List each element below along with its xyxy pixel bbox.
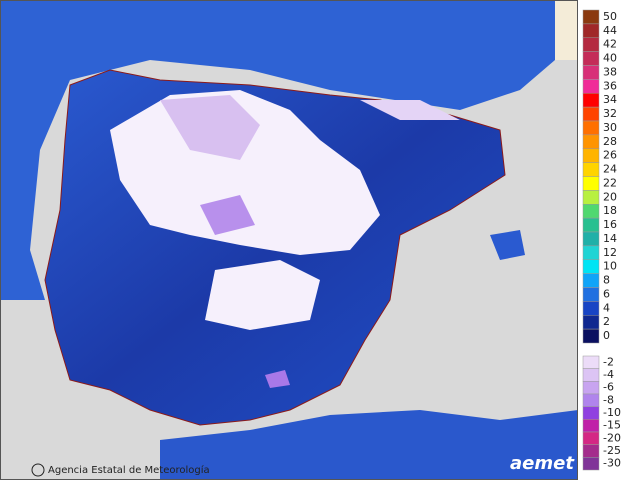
legend-label: 44 [603,24,617,37]
credit-icon [31,463,45,477]
legend-swatch [582,259,600,274]
land-outside [555,0,578,60]
legend-swatch [582,328,600,344]
legend-swatch [582,204,600,219]
legend-label: -10 [603,406,621,419]
legend-label: 8 [603,274,610,287]
legend-swatch [582,79,600,94]
legend-label: 20 [603,190,617,203]
legend-label: 32 [603,107,617,120]
legend-swatch [582,419,600,433]
legend-swatch [582,457,600,471]
legend-label: -2 [603,355,614,368]
legend-label: 38 [603,65,617,78]
legend-swatch [582,120,600,136]
cold-area [200,195,255,235]
legend-swatch [582,431,600,445]
legend-swatch [582,273,600,288]
legend-swatch [582,355,600,369]
legend-label: 16 [603,218,617,231]
legend-label: 34 [603,93,617,106]
legend-swatch [582,245,600,260]
legend-label: 12 [603,246,617,259]
legend-swatch [582,444,600,458]
cold-area [160,95,260,160]
credit: Agencia Estatal de Meteorología [48,464,210,476]
legend-label: 24 [603,163,617,176]
legend-label: 14 [603,232,617,245]
legend-swatch [582,315,600,330]
legend-label: 26 [603,149,617,162]
legend-label: 50 [603,10,617,23]
legend-swatch [582,406,600,420]
logo: aemet [510,453,575,474]
legend-label: -25 [603,444,621,457]
legend-label: 28 [603,135,617,148]
legend-swatch [582,93,600,108]
legend-label: -15 [603,419,621,432]
legend-swatch [582,65,600,80]
legend-label: -20 [603,431,621,444]
legend-label: -8 [603,393,614,406]
legend-label: -6 [603,381,614,394]
legend-swatch [582,134,600,149]
map-frame [0,0,578,480]
legend-label: 22 [603,176,617,189]
legend-swatch [582,9,600,25]
atlantic-sea [0,0,555,300]
legend-swatch [582,287,600,302]
legend-label: 2 [603,315,610,328]
legend-label: 18 [603,204,617,217]
legend-label: 40 [603,52,617,65]
legend-label: 6 [603,287,610,300]
legend-swatch [582,381,600,395]
legend-swatch [582,176,600,191]
legend-swatch [582,190,600,205]
legend-label: 30 [603,121,617,134]
legend-swatch [582,368,600,382]
legend-swatch [582,301,600,316]
legend-label: -30 [603,457,621,470]
legend-swatch [582,37,600,52]
legend-swatch [582,393,600,407]
cold-area [205,260,320,330]
africa [160,410,578,480]
cold-area [360,100,460,120]
island [490,230,525,260]
legend-label: 42 [603,38,617,51]
legend-swatch [582,23,600,38]
legend-label: 4 [603,301,610,314]
legend-swatch [582,231,600,247]
legend-swatch [582,217,600,233]
legend-label: 0 [603,329,610,342]
legend-swatch [582,51,600,66]
legend-swatch [582,148,600,163]
cold-area [265,370,290,388]
cold-area [110,90,380,255]
legend-swatch [582,162,600,177]
legend-label: -4 [603,368,614,381]
legend-label: 10 [603,260,617,273]
legend-swatch [582,106,600,122]
legend-label: 36 [603,79,617,92]
